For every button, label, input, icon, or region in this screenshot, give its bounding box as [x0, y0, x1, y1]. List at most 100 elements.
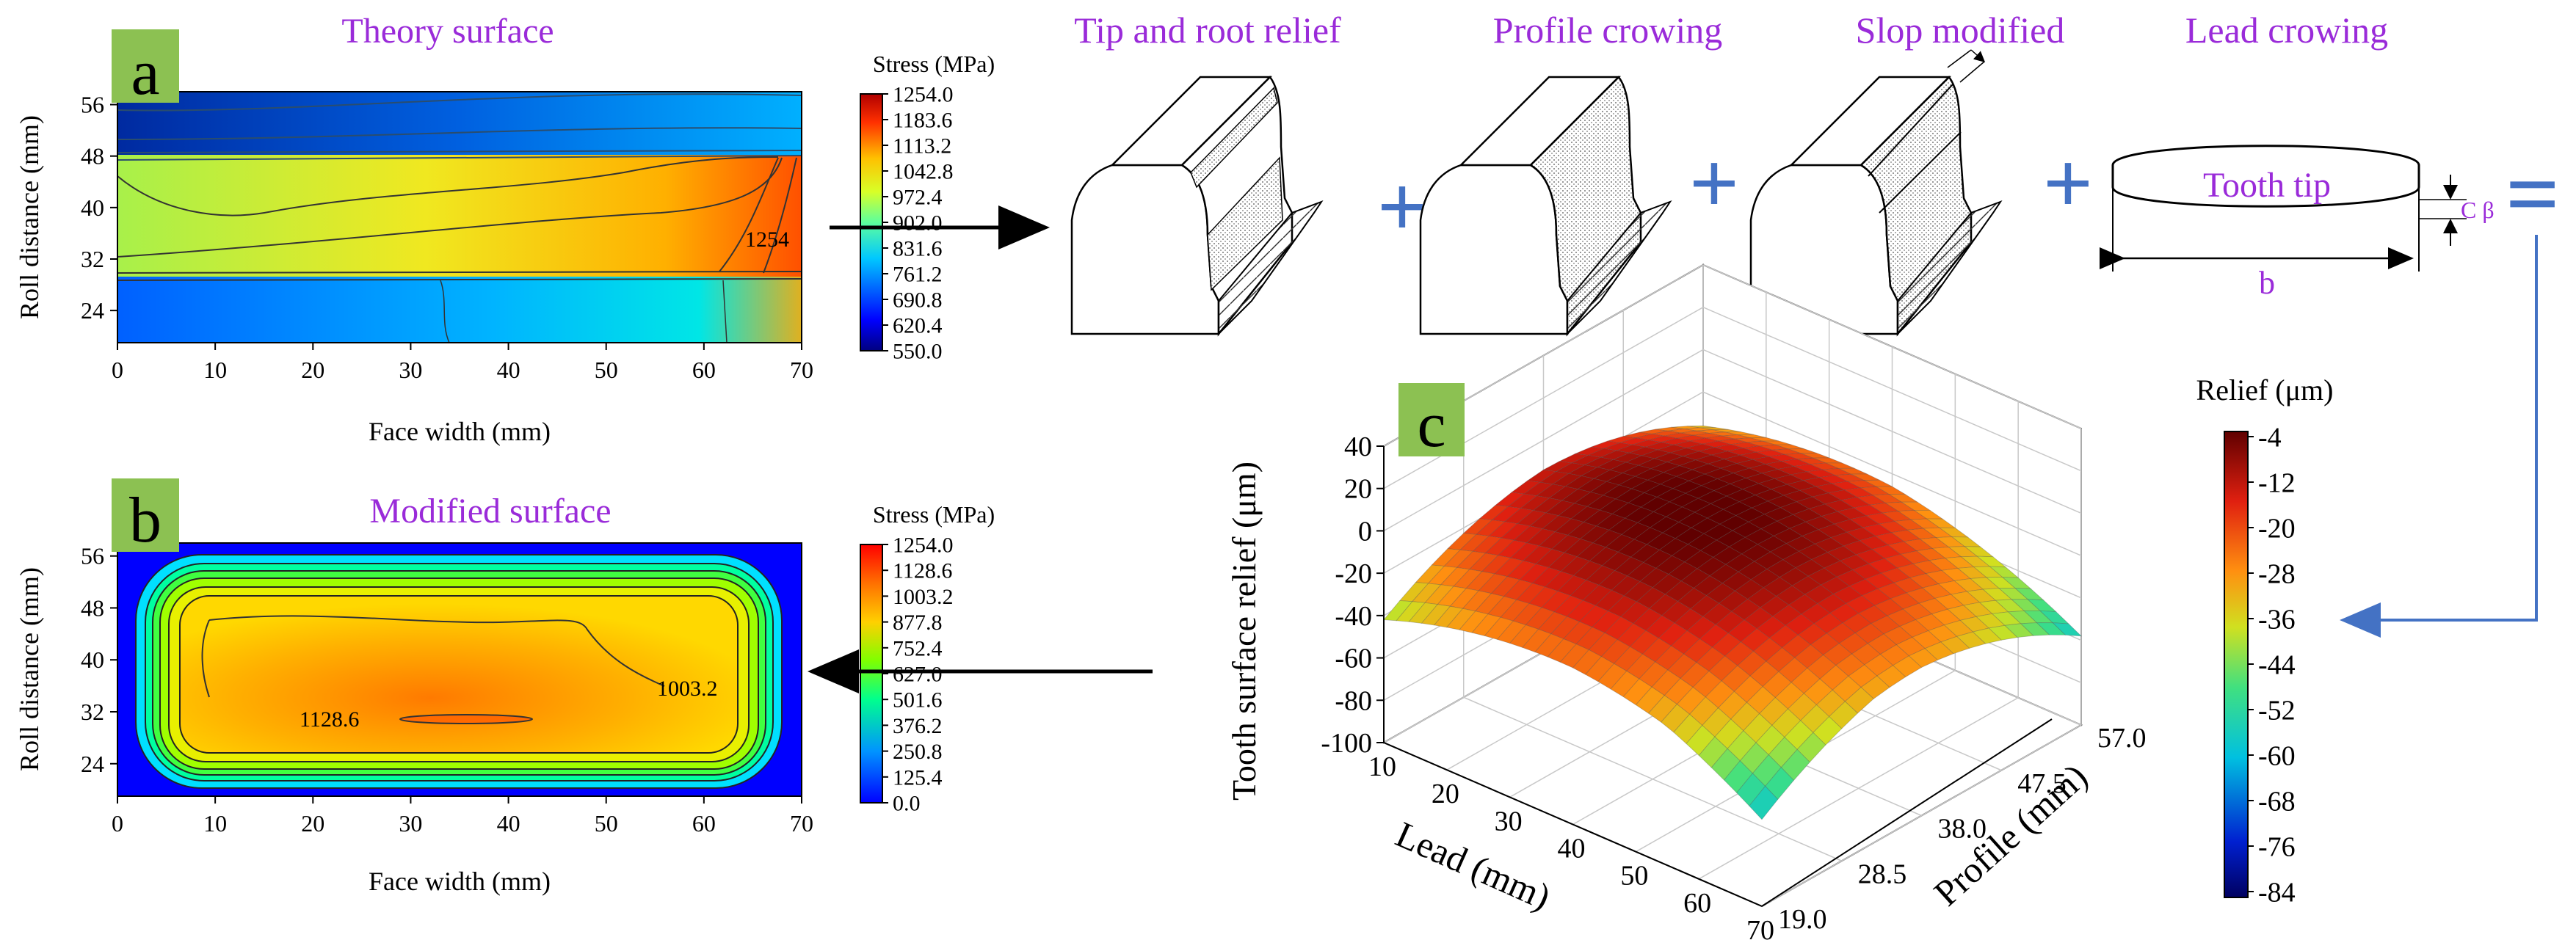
panel-a-plot-frame [117, 91, 802, 343]
x-tick-label: 40 [1558, 834, 1586, 864]
panel-c-label: c [1417, 390, 1445, 461]
colorbar-tick-label: -4 [2258, 422, 2282, 453]
colorbar-tick-label: 972.4 [893, 186, 943, 210]
colorbar-tick-label: 1254.0 [893, 533, 954, 558]
y-tick-label: 48 [81, 594, 104, 621]
colorbar-tick-label: -76 [2258, 831, 2296, 862]
panel-c-colorbar-ticks: -4 -12 -20 -28 -36 -44 -52 -60 -68 -76 -84 [2248, 422, 2296, 908]
x-tick-label: 60 [1683, 888, 1711, 919]
panel-c-colorbar-title: Relief (μm) [2196, 374, 2334, 407]
y-tick-label: 57.0 [2097, 723, 2147, 754]
x-tick-label: 10 [1368, 751, 1396, 782]
panel-c-surface [1383, 425, 2083, 820]
x-tick-label: 70 [1746, 915, 1774, 940]
y-tick-label: 32 [81, 699, 104, 725]
x-tick-label: 10 [203, 810, 227, 837]
x-tick-label: 40 [497, 810, 520, 837]
panel-a-contour [117, 271, 802, 274]
panel-a-contour [117, 155, 802, 161]
panel-b-plot-frame [117, 542, 802, 797]
z-tick-label: 0 [1358, 516, 1372, 547]
colorbar-tick-label: 877.8 [893, 611, 943, 635]
y-tick-label: 32 [81, 246, 104, 272]
panel-a-contour [763, 157, 797, 274]
panel-b-contour [201, 619, 210, 698]
panel-b-axes: 0 10 20 30 40 50 60 70 24 32 40 48 56 [81, 543, 813, 837]
panel-b-colorbar [860, 544, 883, 804]
z-tick-label: 20 [1344, 474, 1372, 505]
colorbar-tick-label: 1003.2 [893, 585, 954, 609]
surface-facet [1749, 785, 1779, 820]
x-tick-label: 10 [203, 357, 227, 383]
panel-a-contour [117, 127, 802, 140]
panel-a-contour [440, 280, 450, 343]
panel-c-colorbar [2224, 431, 2249, 898]
x-tick-label: 70 [790, 810, 813, 837]
colorbar-tick-label: 620.4 [893, 314, 943, 338]
panel-a-label-box [112, 29, 179, 103]
panel-a-colorbar-title: Stress (MPa) [873, 51, 995, 77]
colorbar-tick-label: -68 [2258, 786, 2296, 817]
title-lead-crowing: Lead crowing [2185, 10, 2388, 51]
z-tick-label: -100 [1321, 728, 1372, 759]
y-tick-label: 28.5 [1858, 859, 1907, 889]
x-tick-label: 70 [790, 357, 813, 383]
x-tick-label: 0 [112, 810, 123, 837]
x-tick-label: 20 [301, 810, 324, 837]
panel-b-modified-heatmap: Modified surface 1128.6 1003.2 0 10 20 30 40… [15, 478, 995, 896]
x-tick-label: 50 [1620, 861, 1648, 892]
x-tick-label: 60 [692, 357, 716, 383]
colorbar-tick-label: 125.4 [893, 765, 943, 790]
plus-sign: + [2043, 134, 2093, 232]
z-tick-label: -80 [1335, 685, 1372, 716]
colorbar-tick-label: 250.8 [893, 740, 943, 764]
crown-label: C β [2461, 197, 2495, 223]
panel-b-peak-contour [399, 714, 533, 724]
title-profile-crowing: Profile crowing [1493, 10, 1722, 51]
panel-a-ylabel: Roll distance (mm) [15, 115, 44, 319]
z-tick-label: -40 [1335, 601, 1372, 632]
colorbar-tick-label: 1183.6 [893, 109, 952, 133]
panel-a-colorbar-ticks: 1254.01183.61113.21042.8972.4902.0831.67… [882, 83, 954, 364]
tooth-sketch-tip-root [1070, 76, 1324, 337]
panel-b-colorbar-title: Stress (MPa) [873, 501, 995, 528]
y-tick-label: 40 [81, 646, 104, 673]
colorbar-tick-label: 0.0 [893, 792, 921, 816]
colorbar-tick-label: -20 [2258, 513, 2296, 544]
x-tick-label: 20 [301, 357, 324, 383]
modification-sketches: Tip and root relief Profile crowing Slop… [1070, 10, 2560, 638]
y-tick-label: 38.0 [1938, 814, 1987, 845]
colorbar-tick-label: 501.6 [893, 688, 943, 713]
width-label: b [2259, 265, 2275, 301]
x-tick-label: 20 [1432, 779, 1459, 809]
y-tick-label: 24 [81, 297, 104, 324]
colorbar-tick-label: 761.2 [893, 263, 943, 287]
tooth-sketch-slop-modified [1749, 49, 2003, 337]
panel-a-band-top [117, 92, 802, 155]
tooth-tip-label: Tooth tip [2203, 166, 2331, 205]
panel-b-contour [208, 615, 665, 687]
x-axis [1383, 742, 1763, 907]
colorbar-tick-label: 831.6 [893, 237, 943, 261]
y-tick-label: 56 [81, 543, 104, 569]
panel-b-annotation: 1003.2 [657, 677, 718, 701]
colorbar-tick-label: -52 [2258, 695, 2296, 726]
colorbar-tick-label: -60 [2258, 740, 2296, 771]
panel-a-contour [117, 150, 802, 153]
panel-a-title: Theory surface [341, 12, 554, 51]
panel-a-annotation: 1254 [745, 227, 789, 252]
colorbar-tick-label: 1128.6 [893, 559, 952, 583]
plus-sign: + [1689, 134, 1739, 232]
panel-a-contour [117, 93, 802, 112]
equals-sign: = [2506, 142, 2560, 247]
tooth-sketch-profile-crowing [1419, 76, 1672, 337]
colorbar-tick-label: 627.0 [893, 663, 943, 687]
panel-a-contour [722, 280, 728, 343]
x-tick-label: 30 [399, 357, 422, 383]
colorbar-tick-label: 1113.2 [893, 134, 951, 159]
panel-b-ylabel: Roll distance (mm) [15, 567, 44, 771]
x-tick-label: 60 [692, 810, 716, 837]
x-tick-label: 30 [1495, 806, 1523, 837]
plus-sign: + [1377, 158, 1427, 255]
colorbar-tick-label: 690.8 [893, 288, 943, 313]
